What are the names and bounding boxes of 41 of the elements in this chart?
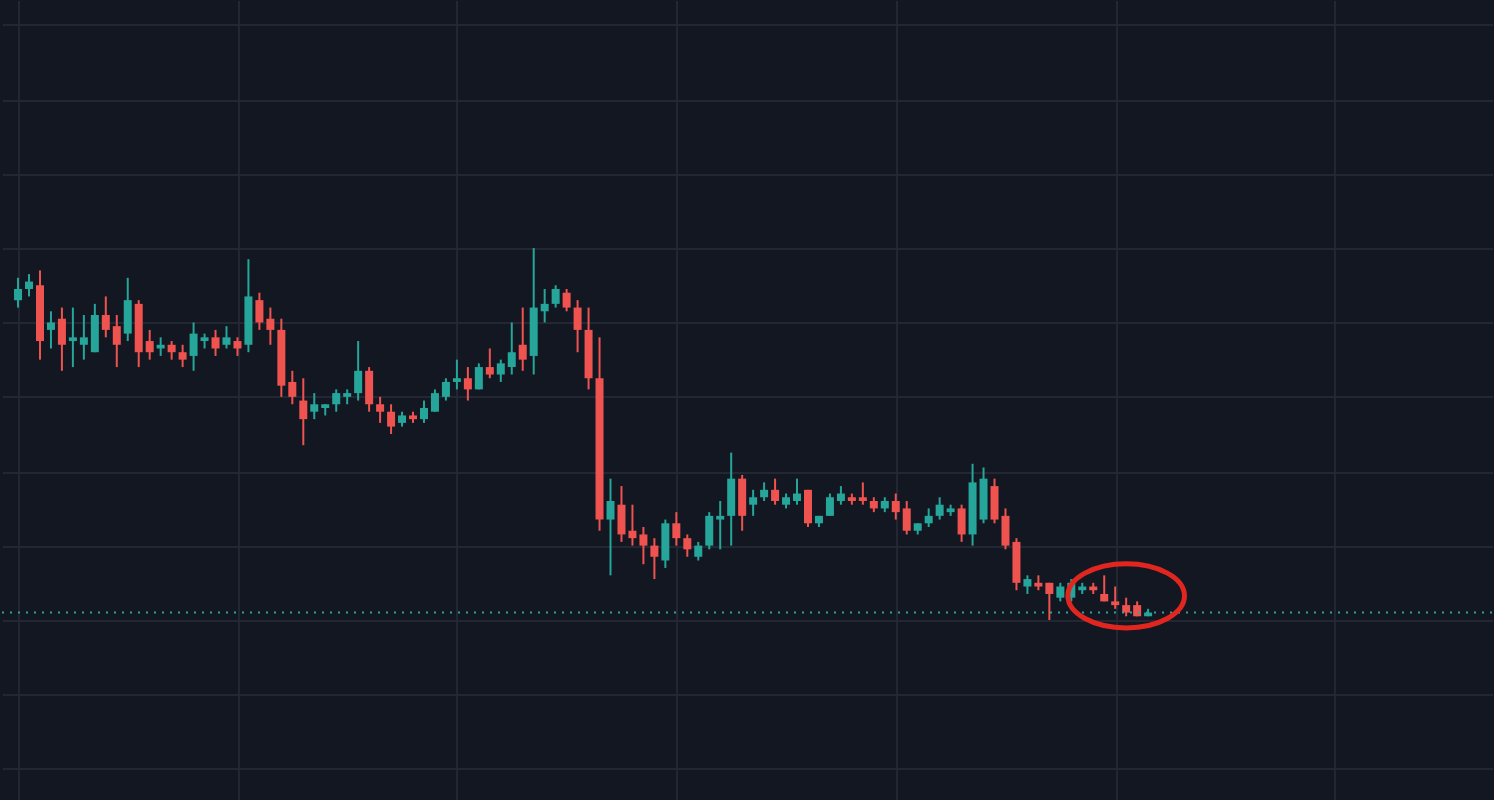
candlestick: [694, 540, 703, 562]
candlestick: [25, 273, 34, 298]
candlestick: [46, 310, 55, 350]
candlestick: [57, 306, 66, 372]
candlestick: [683, 533, 692, 558]
candlestick: [474, 362, 483, 391]
candlestick: [803, 488, 812, 529]
candlestick: [299, 377, 308, 447]
candlestick: [387, 403, 396, 436]
candlestick: [749, 488, 758, 517]
candlestick: [14, 276, 23, 309]
candlestick: [1111, 585, 1120, 610]
candlestick: [211, 328, 220, 357]
candlestick: [222, 325, 231, 350]
candlestick: [123, 276, 132, 343]
candlestick: [365, 366, 374, 413]
candlestick: [1056, 581, 1065, 603]
candlestick: [354, 340, 363, 402]
candlestick: [661, 518, 670, 569]
candlestick: [760, 481, 769, 502]
candlestick: [178, 343, 187, 369]
candlestick: [376, 395, 385, 424]
candlestick: [727, 451, 736, 547]
candlestick: [1023, 574, 1032, 595]
candlestick: [738, 473, 747, 532]
candlestick: [672, 511, 681, 547]
candlestick: [771, 477, 780, 506]
candlestick: [463, 366, 472, 402]
candlestick: [957, 503, 966, 543]
candlestick: [233, 336, 242, 357]
candlestick: [562, 287, 571, 313]
candlestick: [485, 347, 494, 380]
candlestick: [551, 284, 560, 309]
candlestick: [167, 340, 176, 361]
candlestick: [1100, 574, 1109, 603]
candlestick: [924, 507, 933, 529]
candlestick: [452, 358, 461, 391]
candlestick: [650, 537, 659, 581]
candlestick: [606, 477, 615, 577]
candlestick: [573, 299, 582, 354]
candlestick: [518, 306, 527, 372]
